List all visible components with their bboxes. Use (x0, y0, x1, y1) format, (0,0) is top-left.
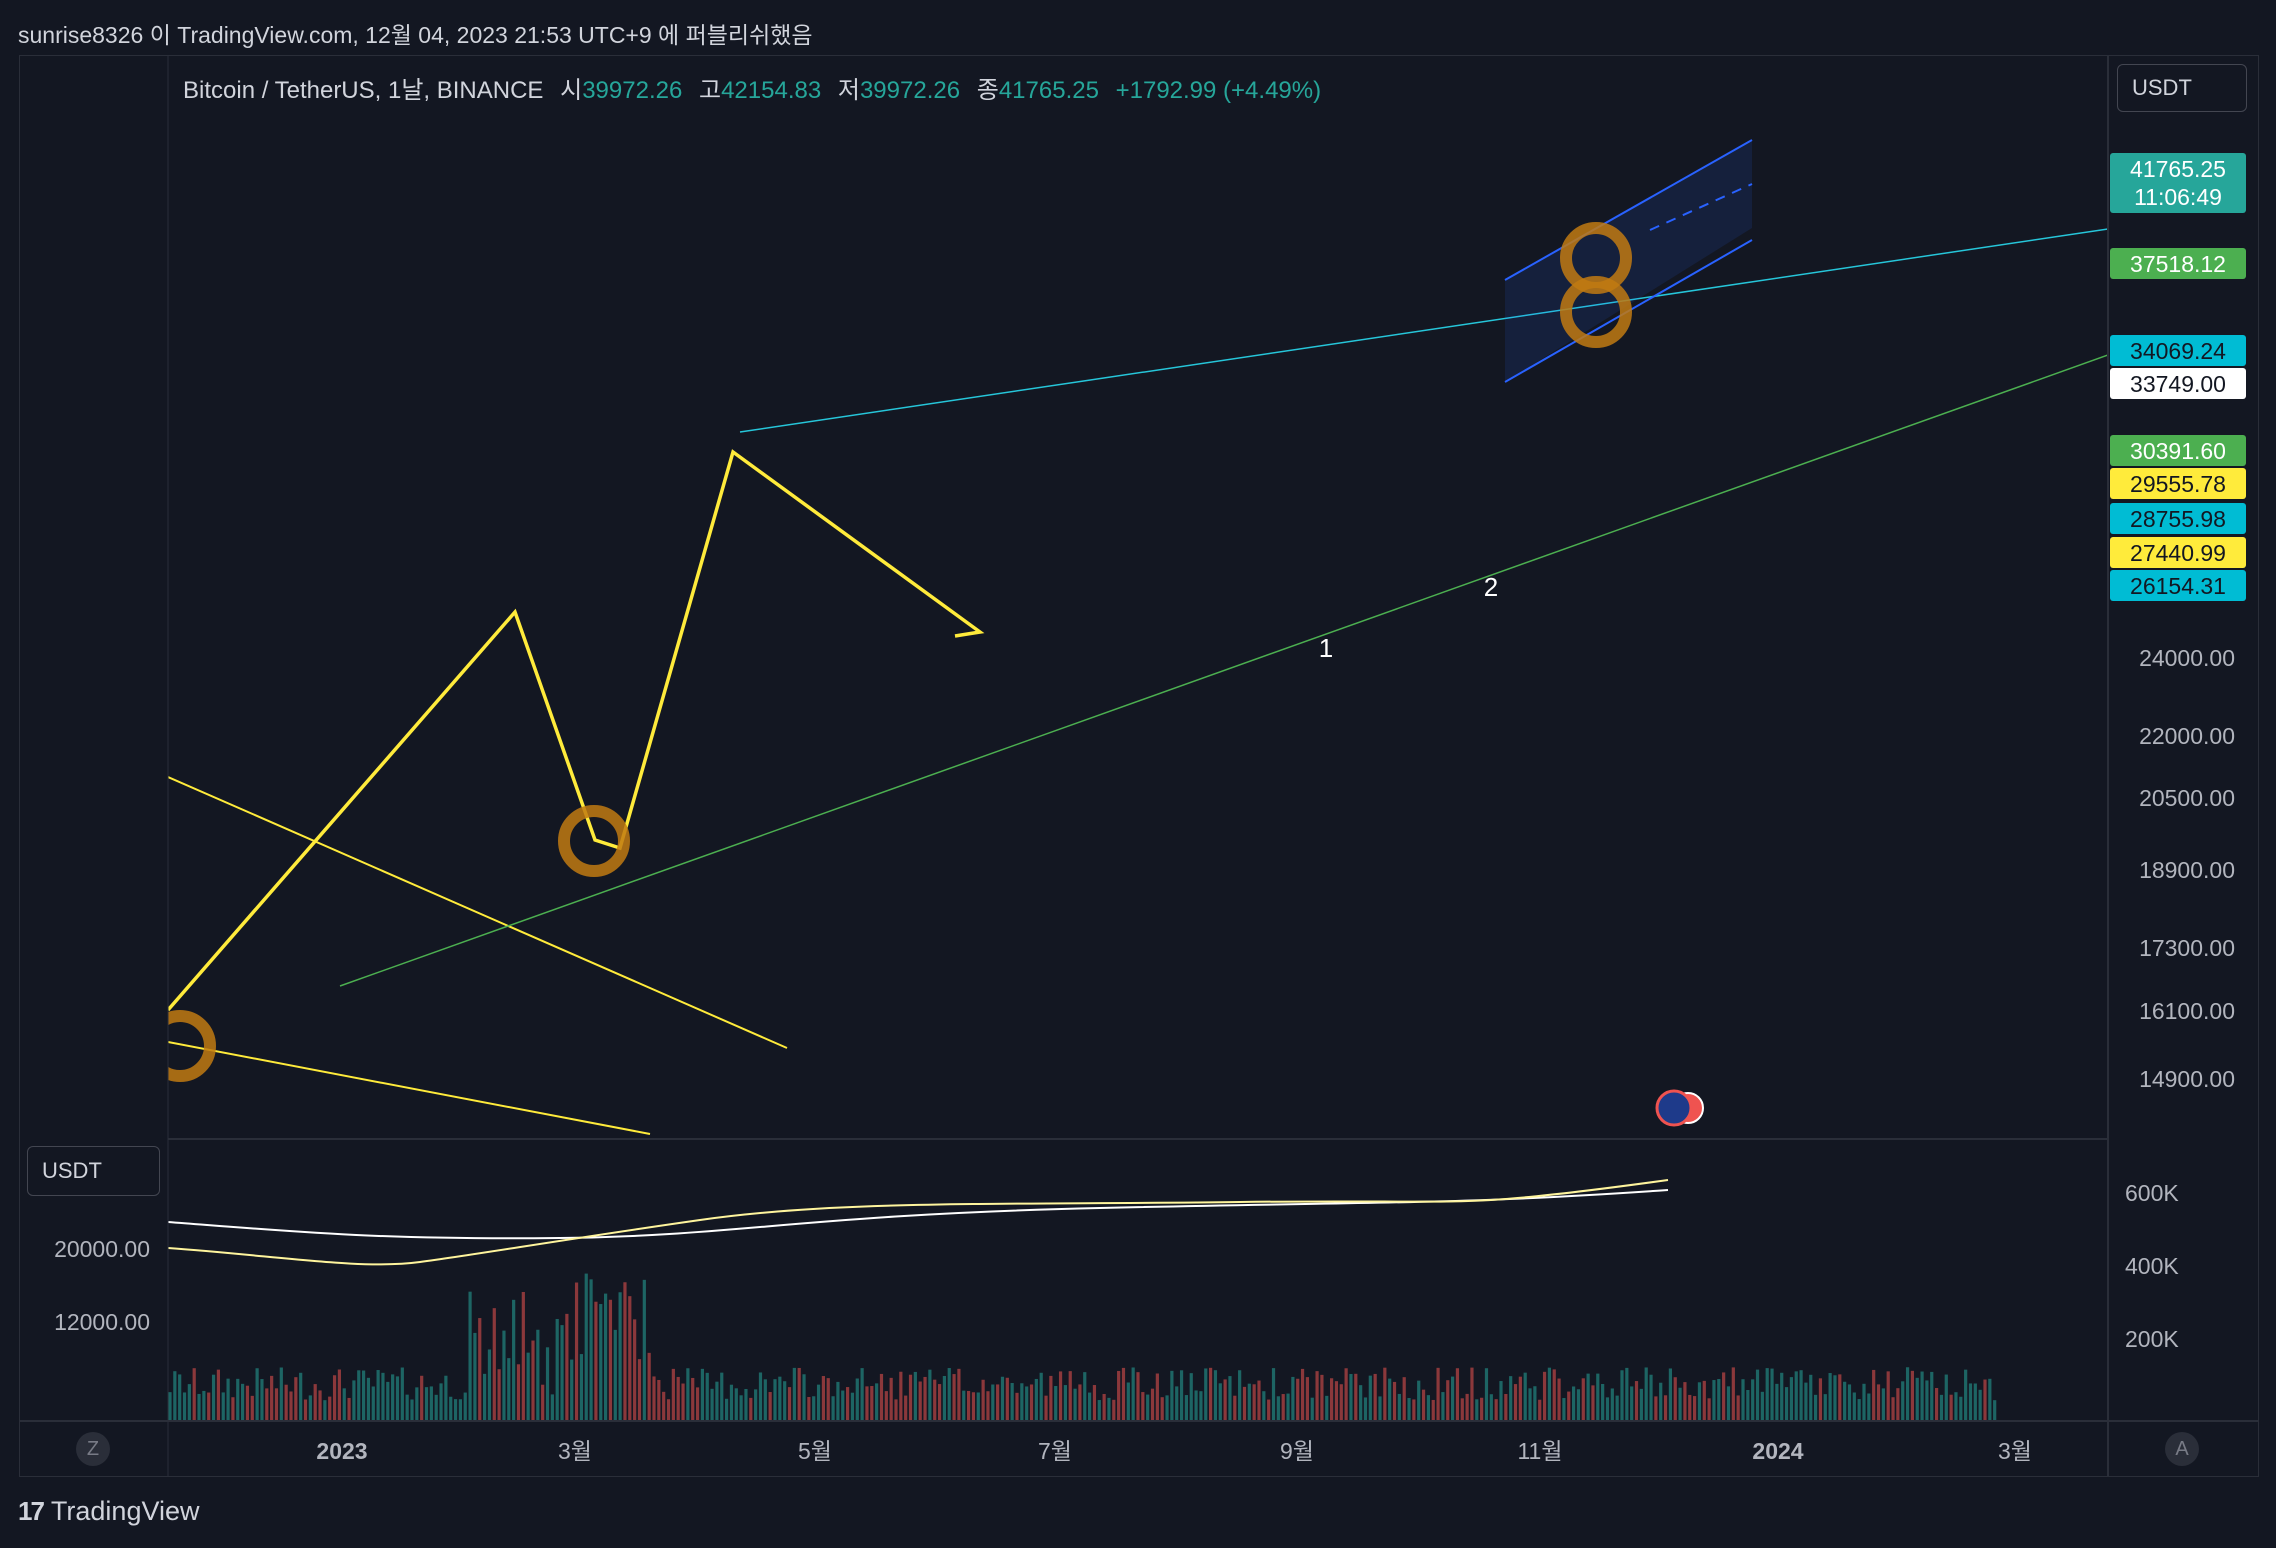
open-value: 39972.26 (582, 77, 683, 104)
tradingview-logo-icon: 17 (18, 1496, 45, 1526)
author-line: sunrise8326 이 TradingView.com, 12월 04, 2… (18, 22, 813, 48)
footer-brand: 17 TradingView (18, 1496, 200, 1527)
symbol-legend: Bitcoin / TetherUS, 1날, BINANCE 시39972.2… (183, 70, 1321, 105)
high-label: 고 (698, 77, 722, 104)
top-bar: sunrise8326 이 TradingView.com, 12월 04, 2… (0, 0, 2276, 56)
scale-z-button[interactable]: Z (76, 1432, 110, 1466)
close-value: 41765.25 (998, 77, 1099, 104)
chart-frame (19, 55, 2259, 1477)
brand-name: TradingView (50, 1496, 200, 1526)
scale-a-button[interactable]: A (2165, 1432, 2199, 1466)
change-value: +1792.99 (+4.49%) (1115, 77, 1322, 104)
close-label: 종 (976, 77, 999, 104)
open-label: 시 (560, 77, 583, 104)
currency-button[interactable]: USDT (2117, 64, 2247, 112)
low-value: 39972.26 (859, 77, 961, 104)
volume-currency-button[interactable]: USDT (27, 1146, 160, 1196)
symbol-name: Bitcoin / TetherUS, 1날, BINANCE (183, 77, 544, 104)
low-label: 저 (837, 77, 860, 104)
high-value: 42154.83 (721, 77, 822, 104)
